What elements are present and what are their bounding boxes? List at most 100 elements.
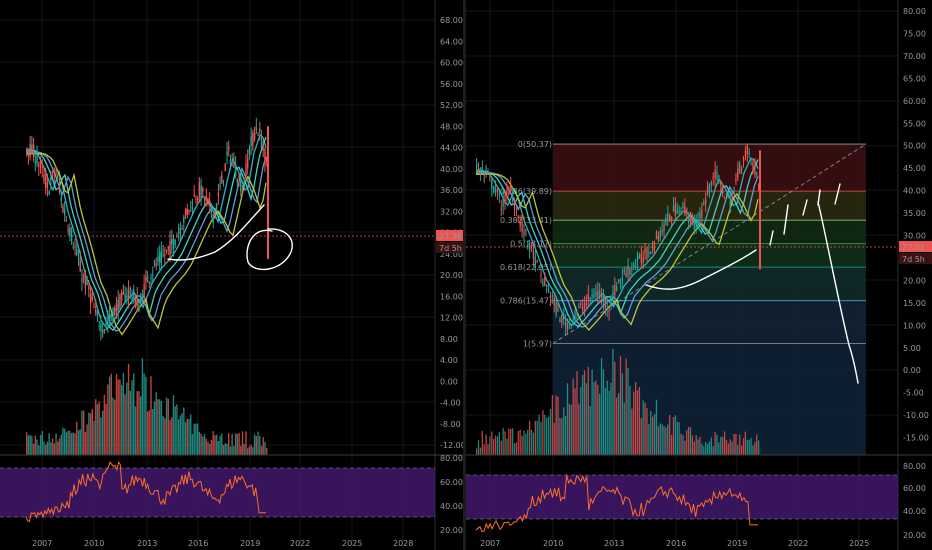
candle-body	[165, 249, 168, 251]
fib-level-label: 0.236(39.89)	[500, 187, 552, 196]
candle-body	[115, 303, 118, 311]
bar-countdown: 7d 5h	[439, 244, 462, 253]
volume-bar	[91, 408, 94, 455]
time-axis-label: 2007	[480, 539, 500, 548]
volume-bar	[224, 443, 226, 455]
volume-bar	[69, 430, 71, 455]
candle-body	[259, 128, 261, 132]
freehand-drawing[interactable]	[769, 230, 774, 246]
volume-bar	[494, 435, 497, 455]
volume-bar	[200, 433, 202, 455]
candle-body	[701, 209, 703, 218]
price-chart-right[interactable]: 80.00 75.00 70.00 65.00 60.00 55.00 50.00 45.00…	[466, 0, 932, 550]
candle-body	[697, 219, 699, 228]
volume-bar	[735, 433, 737, 455]
candle-body	[583, 303, 586, 309]
candle-body	[177, 232, 180, 234]
candle-body	[727, 195, 730, 197]
candle-body	[138, 306, 140, 312]
candle-body	[46, 182, 49, 188]
chart-pane-left[interactable]: 68.00 64.00 60.00 56.00 52.00 48.00 44.00 40.00…	[0, 0, 463, 550]
freehand-drawing[interactable]	[817, 201, 859, 384]
candle-body	[82, 275, 85, 279]
candle-body	[578, 306, 580, 309]
rsi-axis-label: 40.00	[903, 507, 926, 516]
volume-bar	[44, 444, 47, 455]
volume-bar	[245, 431, 247, 455]
volume-bar	[617, 393, 620, 455]
fib-zone	[553, 267, 866, 301]
price-chart-left[interactable]: 68.00 64.00 60.00 56.00 52.00 48.00 44.00 40.00…	[0, 0, 463, 550]
volume-bar	[714, 432, 716, 455]
volume-bar	[697, 439, 699, 455]
price-axis-label: 4.00	[440, 356, 458, 365]
volume-bar	[591, 369, 593, 455]
volume-bar	[172, 395, 175, 455]
price-axis-label: 80.00	[903, 7, 926, 16]
volume-bar	[574, 388, 576, 455]
candle-body	[88, 286, 90, 291]
volume-bar	[642, 400, 644, 455]
fib-trend-line[interactable]	[552, 143, 867, 344]
candle-body	[687, 217, 690, 222]
volume-bar	[32, 443, 35, 455]
volume-bar	[48, 433, 50, 455]
candle-body	[60, 196, 62, 202]
volume-bar	[65, 432, 68, 455]
volume-bar	[198, 432, 201, 455]
candle-body	[238, 176, 240, 178]
candle-body	[553, 298, 555, 306]
candle-body	[735, 178, 737, 182]
candle-body	[190, 201, 192, 203]
freehand-drawing[interactable]	[783, 204, 789, 235]
candle-body	[604, 298, 606, 308]
price-axis-label: 60.00	[440, 59, 463, 68]
candle-body	[41, 166, 43, 168]
candle-body	[498, 193, 501, 195]
volume-bar	[107, 384, 109, 455]
candle-body	[532, 250, 535, 259]
volume-bar	[221, 433, 223, 455]
freehand-drawing[interactable]	[246, 228, 293, 271]
volume-bar	[498, 432, 501, 455]
volume-bar	[693, 441, 695, 455]
fib-level-label: 0.382(33.41)	[500, 216, 552, 225]
price-axis-label: 0.00	[440, 377, 458, 386]
volume-bar	[164, 418, 166, 455]
freehand-drawing[interactable]	[834, 183, 841, 205]
volume-bar	[259, 436, 261, 455]
volume-bar	[538, 414, 540, 455]
freehand-drawing[interactable]	[802, 199, 808, 216]
volume-bar	[621, 373, 624, 455]
rsi-axis-label: 20.00	[903, 531, 926, 540]
candle-body	[264, 148, 266, 164]
candle-body	[536, 260, 538, 263]
candle-body	[657, 235, 659, 242]
price-axis-label: 68.00	[440, 16, 463, 25]
freehand-drawing[interactable]	[167, 204, 265, 261]
volume-bar	[195, 423, 197, 455]
time-axis-label: 2013	[137, 539, 157, 548]
volume-bar	[716, 434, 718, 455]
candle-body	[44, 176, 47, 188]
volume-bar	[580, 387, 582, 455]
price-axis-label: 20.00	[903, 276, 926, 285]
freehand-drawing[interactable]	[645, 249, 757, 290]
candle-body	[589, 297, 591, 300]
candle-body	[487, 171, 489, 174]
candle-body	[519, 221, 521, 227]
fib-level-label: 0.786(15.47)	[500, 297, 552, 306]
volume-bar	[525, 433, 527, 455]
volume-bar	[555, 395, 557, 455]
volume-bar	[167, 398, 169, 455]
volume-bar	[725, 439, 728, 455]
fib-level-label: 0(50.37)	[518, 140, 552, 149]
volume-bar	[228, 432, 230, 455]
fib-zone	[553, 300, 866, 344]
candle-body	[684, 206, 686, 215]
candle-body	[710, 182, 712, 186]
chart-pane-right[interactable]: 80.00 75.00 70.00 65.00 60.00 55.00 50.00 45.00…	[466, 0, 932, 550]
candle-body	[224, 163, 226, 171]
candle-body	[636, 255, 639, 262]
pane-divider[interactable]	[463, 0, 466, 550]
